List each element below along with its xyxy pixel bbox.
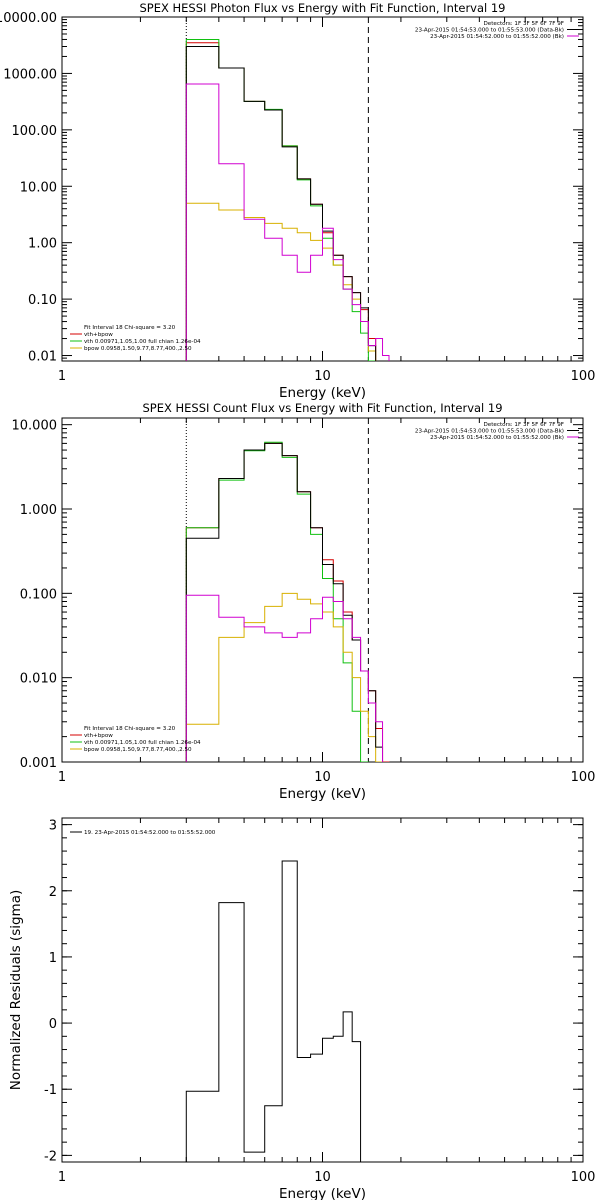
axes-frame xyxy=(61,16,584,362)
legend: Fit Interval 18 Chi-square = 3.20vth+bpo… xyxy=(70,325,201,352)
legend-entry: vth+bpow xyxy=(84,733,113,739)
info-line: 23-Apr-2015 01:54:53.000 to 01:55:53.000… xyxy=(415,28,564,34)
series-data-step xyxy=(185,46,377,361)
legend-entry: Fit Interval 18 Chi-square = 3.20 xyxy=(84,726,176,732)
plot-panel-3: 1 10 100 -2 -1 0 1 2 3 Energy (keV) Normalized Res… xyxy=(8,817,596,1200)
plot-panel-2: SPEX HESSI Count Flux vs Energy with Fit… xyxy=(12,401,596,802)
y-tick-label: 1 xyxy=(49,951,57,966)
info-line: 23-Apr-2015 01:54:52.000 to 01:55:52.000… xyxy=(430,34,564,40)
x-axis-label: Energy (keV) xyxy=(279,786,366,802)
series-bpow-step xyxy=(185,202,377,361)
y-tick-label: 0.010 xyxy=(20,672,57,687)
y-tick-label: 10.00 xyxy=(20,180,57,195)
series-background-step xyxy=(185,83,390,361)
y-axis-ticks: -2 -1 0 1 2 3 xyxy=(44,819,583,1164)
y-tick-label: 0 xyxy=(49,1017,57,1032)
series-group xyxy=(185,860,362,1162)
y-axis-ticks: 0.01 0.10 1.00 10.00 100.00 1000.00 10000.00 xyxy=(0,11,583,365)
y-tick-label: 0.001 xyxy=(20,756,57,771)
series-group xyxy=(185,38,390,361)
x-tick-label: 10 xyxy=(314,369,331,384)
legend-entry: bpow 0.0958,1.50,9.77,8.77,400.,2.50 xyxy=(84,747,192,753)
x-tick-label: 1 xyxy=(58,369,66,384)
info-line: Detectors: 1F 3F 5F 6F 7F 9F xyxy=(483,21,564,27)
series-19--step xyxy=(185,860,362,1162)
x-tick-label: 1 xyxy=(58,770,66,785)
x-axis-label: Energy (keV) xyxy=(279,1186,366,1200)
info-block: Detectors: 1F 3F 5F 6F 7F 9F23-Apr-2015 … xyxy=(415,422,579,441)
legend-entry: vth 0.00971,1.05,1.00 full chian 1.26e-0… xyxy=(84,740,201,746)
x-tick-label: 10 xyxy=(314,1170,331,1185)
y-tick-label: 0.01 xyxy=(28,350,57,365)
legend-entry: Fit Interval 18 Chi-square = 3.20 xyxy=(84,325,176,331)
series-vth-step xyxy=(185,441,369,762)
legend-entry: vth+bpow xyxy=(84,332,113,338)
x-tick-label: 100 xyxy=(571,770,596,785)
y-tick-label: 100.00 xyxy=(12,124,58,139)
y-tick-label: 0.100 xyxy=(20,587,57,602)
series-vth-step xyxy=(185,38,377,361)
x-tick-label: 1 xyxy=(58,1170,66,1185)
series-bpow-step xyxy=(185,592,384,762)
plot-panel-1: SPEX HESSI Photon Flux vs Energy with Fi… xyxy=(0,1,595,401)
legend: 19. 23-Apr-2015 01:54:52.000 to 01:55:52… xyxy=(70,830,216,836)
y-axis-ticks: 0.001 0.010 0.100 1.000 10.000 xyxy=(12,419,583,771)
info-block: Detectors: 1F 3F 5F 6F 7F 9F23-Apr-2015 … xyxy=(415,21,579,40)
legend-entry: 19. 23-Apr-2015 01:54:52.000 to 01:55:52… xyxy=(84,830,216,836)
legend-entry: bpow 0.0958,1.50,9.77,8.77,400.,2.50 xyxy=(84,346,192,352)
x-axis-ticks: 1 10 100 xyxy=(58,818,596,1185)
axes-frame xyxy=(61,817,584,1163)
y-tick-label: 10000.00 xyxy=(0,11,57,26)
series-data-step xyxy=(185,442,384,762)
legend-entry: vth 0.00971,1.05,1.00 full chian 1.26e-0… xyxy=(84,339,201,345)
series-vth-bpow-step xyxy=(185,442,390,762)
info-line: 23-Apr-2015 01:54:52.000 to 01:55:52.000… xyxy=(430,435,564,441)
legend: Fit Interval 18 Chi-square = 3.20vth+bpo… xyxy=(70,726,201,753)
y-tick-label: 0.10 xyxy=(28,293,57,308)
y-tick-label: 10.000 xyxy=(12,419,58,434)
y-axis-label: Normalized Residuals (sigma) xyxy=(8,890,24,1091)
y-tick-label: 1.00 xyxy=(28,237,57,252)
x-axis-label: Energy (keV) xyxy=(279,385,366,401)
x-tick-label: 100 xyxy=(571,369,596,384)
series-background-step xyxy=(185,594,384,762)
axes-frame xyxy=(61,417,584,763)
x-axis-ticks: 1 10 100 xyxy=(58,418,596,785)
chart-title: SPEX HESSI Count Flux vs Energy with Fit… xyxy=(142,401,502,415)
x-axis-ticks: 1 10 100 xyxy=(58,17,596,384)
x-tick-label: 10 xyxy=(314,770,331,785)
y-tick-label: 1000.00 xyxy=(3,67,57,82)
y-tick-label: 2 xyxy=(49,885,57,900)
chart-title: SPEX HESSI Photon Flux vs Energy with Fi… xyxy=(139,1,505,15)
x-tick-label: 100 xyxy=(571,1170,596,1185)
info-line: 23-Apr-2015 01:54:53.000 to 01:55:53.000… xyxy=(415,429,564,435)
info-line: Detectors: 1F 3F 5F 6F 7F 9F xyxy=(483,422,564,428)
y-tick-label: 1.000 xyxy=(20,503,57,518)
y-tick-label: -2 xyxy=(44,1149,57,1164)
y-tick-label: -1 xyxy=(44,1083,57,1098)
series-group xyxy=(185,441,390,762)
y-tick-label: 3 xyxy=(49,819,57,834)
